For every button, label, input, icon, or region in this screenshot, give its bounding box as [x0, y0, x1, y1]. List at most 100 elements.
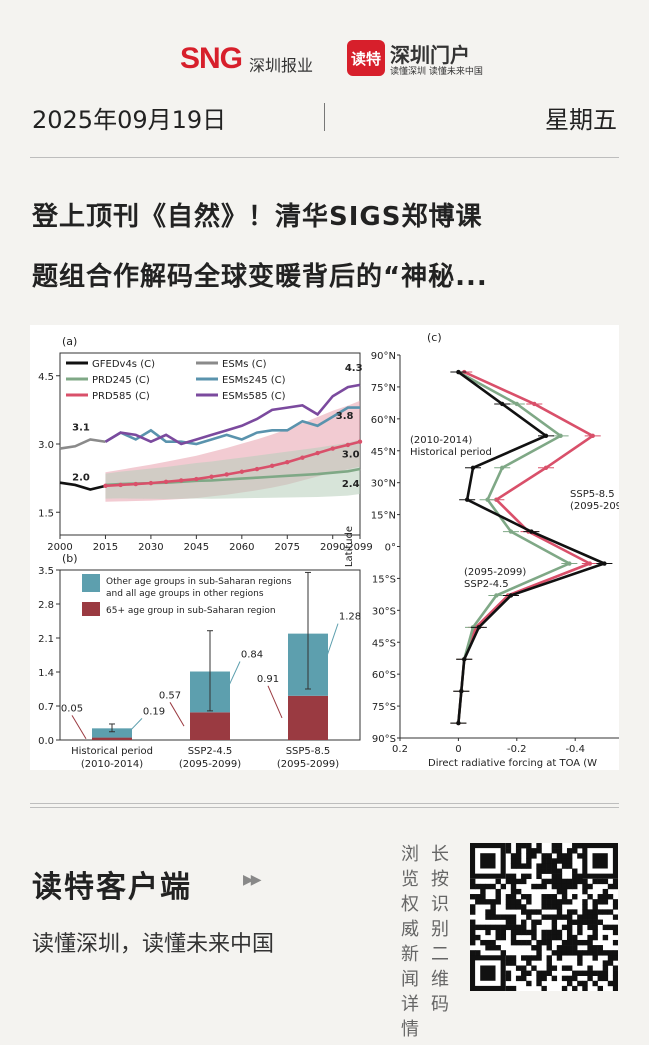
qr-module: [505, 873, 512, 880]
qr-module: [582, 919, 588, 925]
panel-a-series-point: [194, 476, 199, 482]
qr-module: [475, 950, 481, 956]
qr-module: [495, 894, 501, 900]
panel-c-ytick-label: 15°N: [371, 511, 396, 522]
qr-module: [546, 945, 552, 951]
qr-module: [531, 934, 537, 941]
qr-module: [510, 858, 517, 864]
qr-module: [505, 924, 512, 931]
qr-module: [541, 939, 547, 946]
panel-a-series-point: [285, 460, 290, 465]
panel-b-legend-entry: Other age groups in sub-Saharan regions: [106, 577, 292, 587]
panel-a-legend-entry: ESMs245 (C): [222, 375, 286, 386]
qr-module: [475, 894, 481, 900]
article-title-line-2[interactable]: 题组合作解码全球变暖背后的“神秘...: [32, 262, 488, 292]
qr-module: [485, 924, 491, 931]
qr-module: [592, 945, 598, 951]
qr-module: [510, 899, 517, 905]
qr-module: [505, 914, 512, 920]
qr-module: [587, 975, 593, 982]
panel-b-ytick-label: 2.8: [38, 600, 54, 611]
qr-module: [515, 939, 522, 946]
qr-module: [556, 883, 563, 890]
qr-module: [470, 950, 476, 956]
qr-module: [607, 980, 614, 987]
qr-module: [566, 899, 573, 905]
qr-module: [551, 950, 558, 956]
dute-logo-icon: 读特: [347, 40, 385, 76]
qr-module: [561, 878, 568, 885]
qr-module: [505, 894, 512, 900]
panel-b-category-label: (2010-2014): [81, 759, 143, 770]
qr-module: [510, 934, 517, 941]
qr-module: [536, 939, 542, 946]
qr-module: [526, 929, 532, 936]
qr-module: [505, 899, 512, 905]
qr-module: [510, 960, 517, 966]
qr-module: [485, 939, 491, 946]
weekday: 星期五: [545, 106, 617, 134]
qr-module: [521, 919, 527, 925]
panel-c-ytick-label: 90°N: [371, 351, 396, 362]
panel-a-series-point: [118, 482, 123, 488]
qr-module: [536, 868, 542, 874]
qr-module: [556, 873, 563, 880]
qr-module: [536, 873, 542, 880]
qr-module: [572, 843, 578, 849]
qr-module: [536, 980, 542, 987]
qr-module: [500, 929, 507, 936]
qr-module: [541, 878, 547, 885]
panel-c-xtick-label: 0: [455, 744, 461, 755]
qr-module: [536, 919, 542, 925]
qr-module: [592, 970, 598, 976]
panel-b-ytick-label: 2.1: [38, 634, 54, 645]
article-figure[interactable]: (a) 1.5 3.0 4.5 2000 2015 2030 2045 2060 2075 2090…: [30, 325, 632, 770]
qr-module: [561, 924, 568, 931]
qr-module: [515, 975, 522, 982]
qr-module: [592, 929, 598, 936]
qr-module: [602, 894, 609, 900]
panel-c-xlabel: Direct radiative forcing at TOA (W: [428, 758, 597, 769]
qr-module: [541, 894, 547, 900]
qr-module: [587, 924, 593, 931]
article-title-line-1[interactable]: 登上顶刊《自然》！清华SIGS郑博课: [32, 202, 483, 232]
panel-a-annotation: 3.0: [342, 450, 360, 461]
panel-a-series-point: [179, 478, 184, 483]
qr-module: [556, 899, 563, 905]
panel-c-ytick-label: 15°S: [372, 574, 396, 585]
panel-b-label-leader: [323, 623, 339, 665]
qr-module: [566, 883, 573, 890]
qr-module: [597, 909, 603, 915]
app-name[interactable]: 读特客户端: [32, 870, 192, 905]
qr-module: [612, 914, 619, 920]
qr-module: [556, 914, 563, 920]
qr-module: [612, 899, 619, 905]
qr-module: [602, 975, 609, 982]
panel-a-annotation: 4.3: [345, 363, 363, 374]
qr-module: [556, 878, 563, 885]
qr-module: [521, 975, 527, 982]
qr-module: [607, 924, 614, 931]
qr-module: [541, 853, 547, 859]
panel-a-legend-entry: ESMs (C): [222, 359, 267, 370]
qr-module: [531, 919, 537, 925]
qr-module: [556, 945, 563, 951]
qr-module: [500, 924, 507, 931]
qr-module: [582, 980, 588, 987]
qr-module: [505, 960, 512, 966]
qr-module: [470, 894, 476, 900]
qr-module: [602, 878, 609, 885]
qr-module: [526, 843, 532, 849]
panel-a-xtick-label: 2075: [275, 542, 300, 553]
qr-code[interactable]: [470, 843, 619, 992]
qr-module: [490, 899, 496, 905]
panel-c-legend-entry: SSP2-4.5: [464, 579, 509, 590]
qr-module: [612, 929, 619, 936]
qr-code-icon: [470, 843, 619, 992]
qr-module: [470, 919, 476, 925]
panel-b-legend-swatch: [82, 574, 100, 592]
qr-module: [551, 919, 558, 925]
qr-module: [572, 985, 578, 992]
panel-b-legend-entry: 65+ age group in sub-Saharan region: [106, 606, 276, 616]
qr-module: [515, 929, 522, 936]
